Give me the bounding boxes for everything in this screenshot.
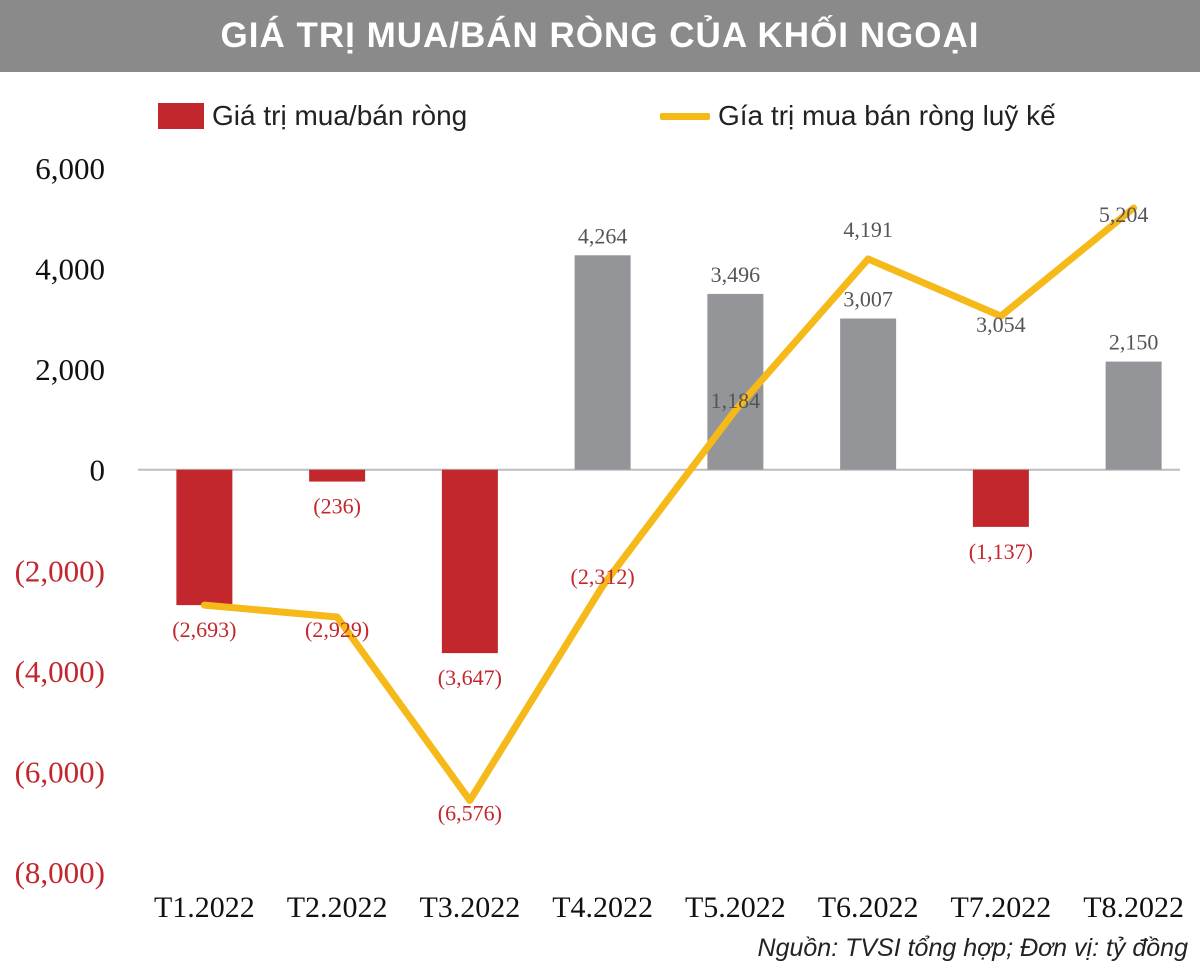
line-data-label: 1,184 [711, 388, 761, 413]
line-data-label: (2,929) [305, 617, 369, 642]
x-tick-label: T2.2022 [287, 891, 388, 924]
y-tick-label: (8,000) [15, 855, 105, 890]
cumulative-line [200, 204, 1138, 804]
legend: Giá trị mua/bán ròng Gía trị mua bán ròn… [0, 92, 1200, 140]
chart-title-bar: GIÁ TRỊ MUA/BÁN RÒNG CỦA KHỐI NGOẠI [0, 0, 1200, 72]
bar-data-label: (236) [313, 494, 361, 519]
legend-item-line: Gía trị mua bán ròng luỹ kế [660, 100, 1056, 132]
legend-item-bar: Giá trị mua/bán ròng [158, 100, 467, 132]
bar-T3.2022 [441, 469, 498, 654]
y-tick-label: 6,000 [35, 151, 105, 186]
x-tick-label: T1.2022 [154, 891, 255, 924]
x-tick-label: T4.2022 [552, 891, 653, 924]
line-data-label: 4,191 [843, 217, 893, 242]
bar-data-label: 3,007 [843, 287, 893, 312]
bar-T4.2022 [574, 255, 631, 470]
line-data-label: 3,054 [976, 312, 1026, 337]
y-tick-label: 4,000 [35, 252, 105, 287]
bar-data-label: 2,150 [1109, 330, 1159, 355]
legend-line-swatch [660, 112, 710, 120]
bar-T1.2022 [176, 469, 233, 606]
line-data-label: 5,204 [1099, 202, 1149, 227]
bar-T8.2022 [1105, 361, 1162, 470]
bar-T2.2022 [309, 469, 366, 482]
y-tick-label: (4,000) [15, 654, 105, 689]
bar-data-label: 3,496 [711, 262, 761, 287]
y-tick-label: 2,000 [35, 352, 105, 387]
legend-line-label: Gía trị mua bán ròng luỹ kế [718, 100, 1056, 131]
chart-title: GIÁ TRỊ MUA/BÁN RÒNG CỦA KHỐI NGOẠI [220, 16, 980, 55]
legend-bar-label: Giá trị mua/bán ròng [212, 100, 468, 131]
bar-T5.2022 [707, 293, 764, 470]
x-tick-label: T8.2022 [1083, 891, 1184, 924]
y-tick-label: (2,000) [15, 553, 105, 588]
x-tick-label: T5.2022 [685, 891, 786, 924]
source-note: Nguồn: TVSI tổng hợp; Đơn vị: tỷ đồng [757, 934, 1188, 962]
bar-data-label: (3,647) [438, 665, 502, 690]
bar-data-label: (1,137) [969, 539, 1033, 564]
bar-T6.2022 [840, 318, 897, 470]
line-data-label: (2,312) [571, 564, 635, 589]
legend-bar-swatch [158, 103, 204, 129]
bar-data-label: (2,693) [172, 617, 236, 642]
x-tick-label: T3.2022 [419, 891, 520, 924]
y-tick-label: (6,000) [15, 754, 105, 789]
bar-data-label: 4,264 [578, 223, 628, 248]
bar-T7.2022 [972, 469, 1029, 527]
y-tick-label: 0 [90, 453, 106, 488]
x-tick-label: T6.2022 [818, 891, 919, 924]
x-tick-label: T7.2022 [950, 891, 1051, 924]
line-data-label: (6,576) [438, 800, 502, 825]
